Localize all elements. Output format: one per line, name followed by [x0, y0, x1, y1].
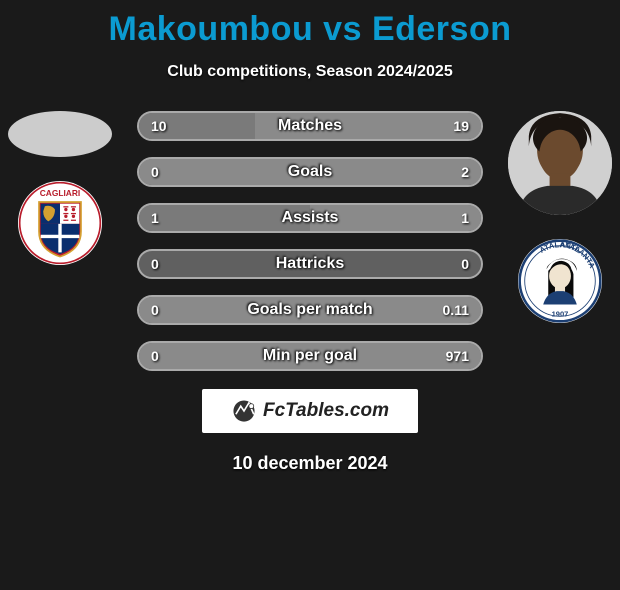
left-player-column: CAGLIARI — [5, 111, 115, 265]
comparison-content: CAGLIARI ATALANTA — [0, 111, 620, 474]
stat-label: Min per goal — [139, 343, 481, 369]
stat-value-right: 0.11 — [443, 297, 469, 323]
stat-value-left: 0 — [151, 251, 159, 277]
stat-value-left: 0 — [151, 343, 159, 369]
stat-value-left: 10 — [151, 113, 167, 139]
stat-value-right: 971 — [446, 343, 469, 369]
right-player-avatar — [508, 111, 612, 215]
stat-label: Assists — [139, 205, 481, 231]
stat-bar: Min per goal0 971 — [137, 341, 483, 371]
stat-value-right: 2 — [461, 159, 469, 185]
stat-value-right: 19 — [453, 113, 469, 139]
right-club-badge: ATALANTA ATALANTA 1907 — [518, 239, 602, 323]
watermark: FcTables.com — [202, 389, 418, 433]
stat-bar: Assists1 1 — [137, 203, 483, 233]
stat-label: Hattricks — [139, 251, 481, 277]
stat-value-left: 0 — [151, 159, 159, 185]
stat-bars: Matches1019Goals02Assists11Hattricks00Go… — [137, 111, 483, 371]
stat-label: Goals — [139, 159, 481, 185]
watermark-text: FcTables.com — [263, 400, 389, 422]
page-title: Makoumbou vs Ederson — [0, 10, 620, 49]
cagliari-badge-icon: CAGLIARI — [18, 181, 102, 265]
subtitle: Club competitions, Season 2024/2025 — [0, 63, 620, 81]
left-player-avatar — [8, 111, 112, 157]
date: 10 december 2024 — [0, 453, 620, 474]
right-player-column: ATALANTA ATALANTA 1907 — [505, 111, 615, 323]
stat-value-left: 1 — [151, 205, 159, 231]
stat-label: Goals per match — [139, 297, 481, 323]
stat-bar: Goals per match0 0.11 — [137, 295, 483, 325]
stat-bar: Matches10 19 — [137, 111, 483, 141]
atalanta-badge-icon: ATALANTA ATALANTA 1907 — [518, 239, 602, 323]
fctables-logo-icon — [231, 398, 257, 424]
svg-text:CAGLIARI: CAGLIARI — [40, 188, 80, 198]
svg-text:1907: 1907 — [552, 309, 569, 318]
stat-value-right: 0 — [461, 251, 469, 277]
stat-value-right: 1 — [461, 205, 469, 231]
stat-bar: Goals0 2 — [137, 157, 483, 187]
stat-bar: Hattricks0 0 — [137, 249, 483, 279]
left-club-badge: CAGLIARI — [18, 181, 102, 265]
stat-label: Matches — [139, 113, 481, 139]
stat-value-left: 0 — [151, 297, 159, 323]
player-photo-icon — [508, 111, 612, 215]
